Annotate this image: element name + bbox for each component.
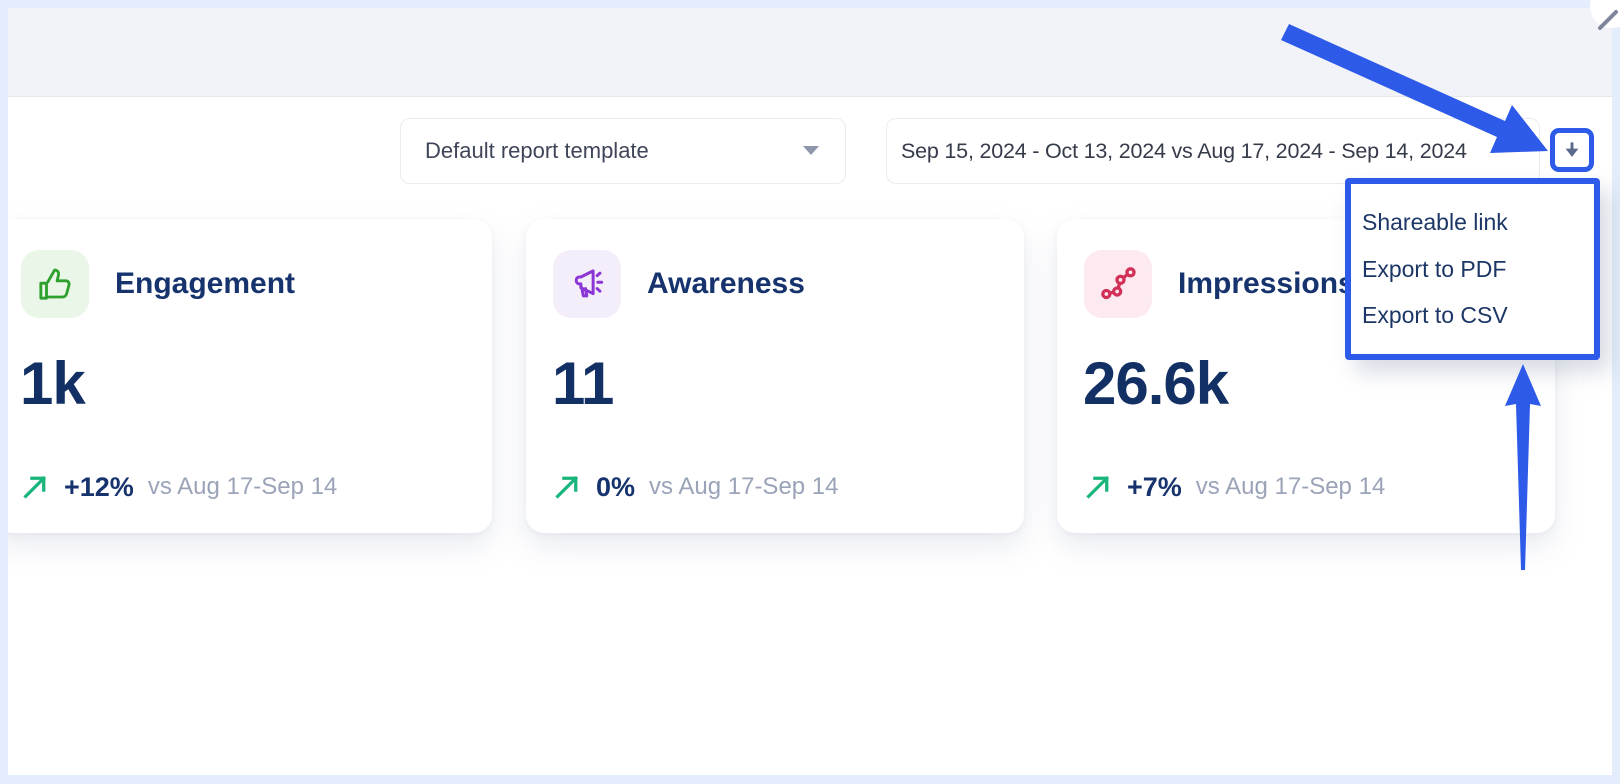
date-range-value: Sep 15, 2024 - Oct 13, 2024 vs Aug 17, 2… [901, 138, 1467, 163]
header-band [8, 8, 1612, 97]
trend-up-arrow-icon [552, 472, 582, 502]
change-percent: +7% [1127, 471, 1182, 502]
card-value: 26.6k [1083, 350, 1229, 417]
change-percent: +12% [64, 471, 134, 502]
chevron-down-icon [803, 146, 819, 156]
menu-item-shareable-link[interactable]: Shareable link [1362, 209, 1508, 236]
cards-row: Engagement 1k +12% vs Aug 17-Sep 14 [8, 97, 1612, 775]
comparison-label: vs Aug 17-Sep 14 [1195, 473, 1386, 500]
metric-card-awareness: Awareness 11 0% vs Aug 17-Sep 14 [526, 219, 1024, 533]
download-icon [1561, 139, 1583, 161]
card-value: 1k [20, 350, 86, 417]
menu-item-export-pdf[interactable]: Export to PDF [1362, 255, 1507, 282]
date-range-picker[interactable]: Sep 15, 2024 - Oct 13, 2024 vs Aug 17, 2… [886, 118, 1540, 184]
card-title: Awareness [647, 267, 805, 300]
comparison-label: vs Aug 17-Sep 14 [147, 473, 338, 500]
trend-up-arrow-icon [20, 472, 50, 502]
card-change-row: +7% vs Aug 17-Sep 14 [1083, 469, 1385, 505]
menu-item-export-csv[interactable]: Export to CSV [1362, 301, 1508, 328]
card-change-row: +12% vs Aug 17-Sep 14 [20, 469, 337, 505]
export-menu: Shareable link Export to PDF Export to C… [1345, 178, 1600, 360]
comparison-label: vs Aug 17-Sep 14 [649, 473, 839, 500]
megaphone-icon [553, 250, 621, 318]
card-value: 11 [552, 350, 614, 417]
card-change-row: 0% vs Aug 17-Sep 14 [552, 469, 839, 505]
trend-up-arrow-icon [1083, 472, 1113, 502]
thumbs-up-icon [21, 250, 89, 318]
card-title: Impressions [1178, 267, 1355, 300]
export-button[interactable] [1550, 128, 1594, 172]
metric-card-engagement: Engagement 1k +12% vs Aug 17-Sep 14 [8, 219, 492, 533]
change-percent: 0% [596, 471, 636, 502]
report-template-value: Default report template [425, 138, 649, 163]
report-template-select[interactable]: Default report template [400, 118, 846, 184]
card-title: Engagement [115, 267, 296, 300]
share-nodes-icon [1084, 250, 1152, 318]
